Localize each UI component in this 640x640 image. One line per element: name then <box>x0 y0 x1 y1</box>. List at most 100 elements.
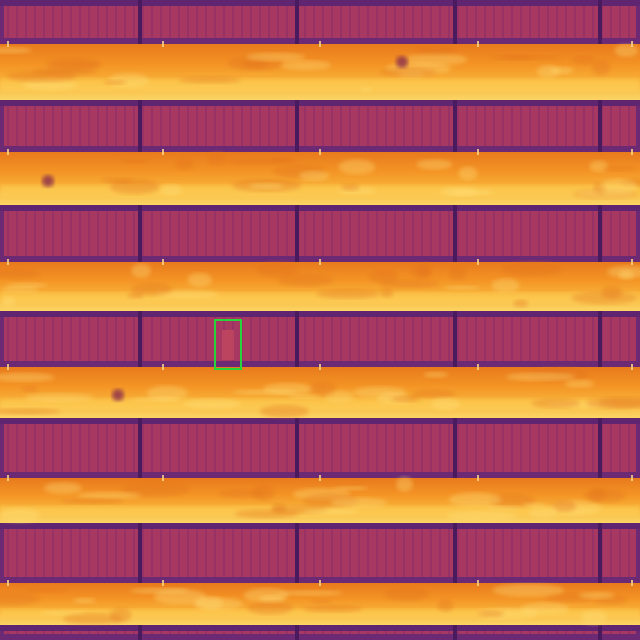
ground-texture-blob <box>369 269 399 284</box>
ground-texture-blob <box>45 57 101 72</box>
ground-texture-blob <box>249 182 284 190</box>
panel-stake-mark <box>631 580 633 586</box>
ground-texture-blob <box>549 66 574 75</box>
ground-texture-blob <box>501 261 563 277</box>
panel-stake-mark <box>477 259 479 265</box>
ground-texture-blob <box>416 159 453 170</box>
panel-stake-mark <box>319 364 321 370</box>
panel-row-top-frame <box>0 0 640 6</box>
panel-stake-mark <box>7 580 9 586</box>
panel-module-divider <box>598 0 602 44</box>
panel-module-divider <box>138 418 142 478</box>
ground-texture-blob <box>591 59 611 76</box>
ground-texture-blob <box>131 396 180 402</box>
panel-row-top-frame <box>0 311 640 317</box>
ground-texture-blob <box>0 508 40 523</box>
ground-texture-blob <box>259 594 285 603</box>
ground-texture-blob <box>40 610 86 616</box>
panel-module-divider <box>598 625 602 640</box>
ground-texture-blob <box>552 500 577 513</box>
panel-stake-mark <box>7 475 9 481</box>
ground-texture-blob <box>270 157 290 163</box>
panel-stake-mark <box>162 475 164 481</box>
ground-texture-blob <box>103 79 127 85</box>
ground-texture-blob <box>572 55 596 65</box>
panel-module-divider <box>295 625 299 640</box>
hotspot-cell <box>222 330 234 360</box>
ground-texture-blob <box>288 394 323 399</box>
panel-row-top-frame <box>0 418 640 424</box>
ground-texture-blob <box>384 587 430 601</box>
ground-hot-band <box>0 609 640 619</box>
ground-texture-blob <box>330 497 388 508</box>
ground-texture-blob <box>513 299 529 308</box>
ground-texture-blob <box>403 53 468 66</box>
ground-texture-blob <box>245 52 306 62</box>
panel-stake-mark <box>477 149 479 155</box>
panel-stake-mark <box>631 364 633 370</box>
panel-module-divider <box>295 418 299 478</box>
panel-module-divider <box>295 100 299 152</box>
ground-texture-blob <box>423 371 449 378</box>
ground-texture-blob <box>309 380 336 396</box>
panel-stake-mark <box>162 259 164 265</box>
ground-texture-blob <box>531 398 581 409</box>
ground-texture-blob <box>60 498 125 505</box>
ground-texture-blob <box>0 269 41 280</box>
panel-stake-mark <box>319 259 321 265</box>
ground-texture-blob <box>1 286 40 293</box>
ground-texture-blob <box>234 509 300 519</box>
panel-module-divider <box>453 205 457 262</box>
panel-module-divider <box>295 311 299 367</box>
panel-module-divider <box>453 100 457 152</box>
ground-texture-blob <box>299 170 330 181</box>
ground-texture-blob <box>24 587 66 593</box>
panel-row-top-frame <box>0 205 640 211</box>
ground-texture-blob <box>486 505 521 510</box>
panel-stake-mark <box>631 41 633 47</box>
ground-texture-blob <box>131 263 151 278</box>
ground-texture-blob <box>564 379 594 388</box>
ground-texture-blob <box>303 605 363 613</box>
ground-texture-blob <box>207 151 226 166</box>
ground-texture-blob <box>7 70 77 83</box>
ground-texture-blob <box>445 510 517 522</box>
ground-texture-blob <box>109 178 160 195</box>
panel-module-divider <box>453 418 457 478</box>
panel-module-divider <box>453 523 457 583</box>
ground-texture-blob <box>154 589 207 605</box>
panel-stake-mark <box>7 259 9 265</box>
panel-stake-mark <box>162 149 164 155</box>
panel-row-cells <box>4 529 636 577</box>
ground-texture-blob <box>155 289 219 300</box>
ground-dark-spot <box>42 175 54 187</box>
ground-texture-blob <box>333 485 369 491</box>
panel-stake-mark <box>319 41 321 47</box>
ground-texture-blob <box>599 178 637 193</box>
panel-module-divider <box>138 311 142 367</box>
ground-texture-blob <box>411 389 457 399</box>
ground-texture-blob <box>304 507 360 515</box>
ground-texture-blob <box>491 278 520 293</box>
ground-texture-blob <box>528 507 558 519</box>
ground-texture-blob <box>448 265 467 281</box>
ground-texture-blob <box>0 47 32 54</box>
panel-module-divider <box>138 0 142 44</box>
ground-texture-blob <box>589 160 608 172</box>
ground-texture-blob <box>0 372 55 382</box>
ground-texture-blob <box>280 60 332 71</box>
ground-texture-blob <box>588 487 606 501</box>
ground-texture-blob <box>338 159 376 175</box>
ground-texture-blob <box>316 289 381 299</box>
panel-module-divider <box>138 100 142 152</box>
ground-texture-blob <box>492 583 565 597</box>
ground-texture-blob <box>437 599 454 612</box>
panel-stake-mark <box>631 259 633 265</box>
ground-hot-band <box>0 78 640 92</box>
ground-texture-blob <box>379 67 438 77</box>
ground-texture-blob <box>444 285 481 290</box>
ground-texture-blob <box>0 592 41 606</box>
ground-texture-blob <box>121 481 190 497</box>
ground-texture-blob <box>601 285 623 299</box>
